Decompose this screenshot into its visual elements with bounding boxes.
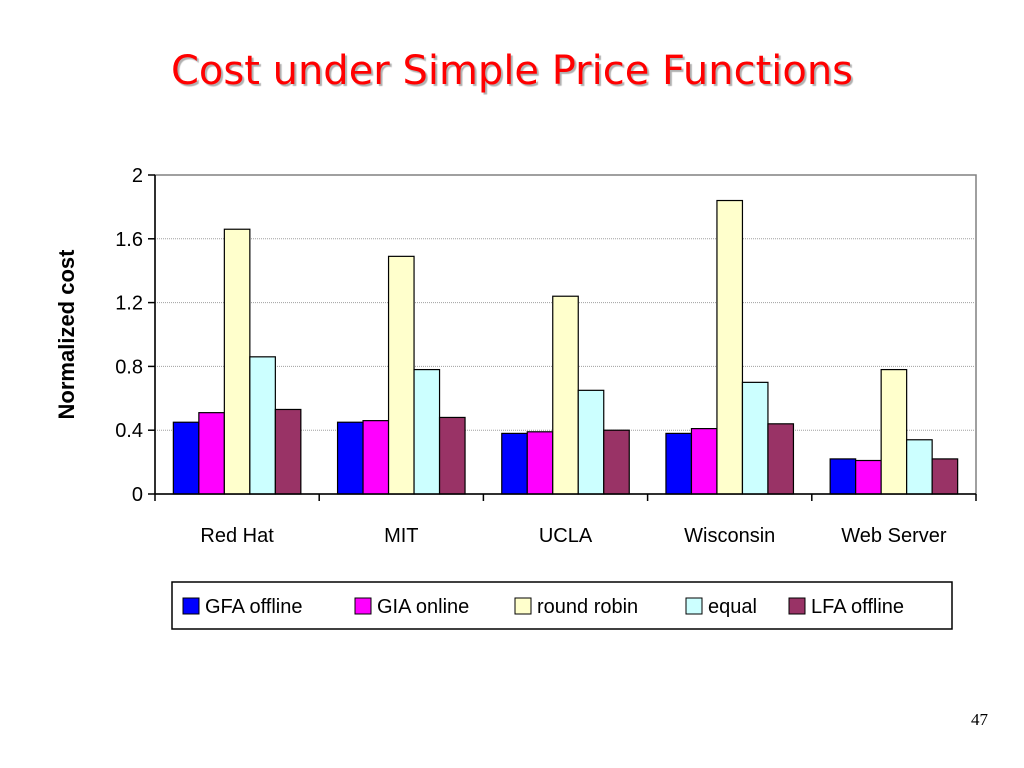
bar xyxy=(906,439,933,495)
bar xyxy=(438,416,466,495)
bar xyxy=(362,420,390,495)
x-tick-label: Web Server xyxy=(841,525,947,547)
bar xyxy=(741,381,769,495)
y-tick-label: 0 xyxy=(132,484,143,506)
legend-label: equal xyxy=(708,596,757,618)
bar xyxy=(198,412,225,495)
legend-box xyxy=(171,581,953,630)
x-tick-label: Red Hat xyxy=(200,525,274,547)
bar-chart: 0 0.4 0.8 1.2 1.6 2 Red Hat MIT UCLA Wisconsin Web… xyxy=(54,165,977,630)
bars xyxy=(172,199,959,495)
x-tick-label: Wisconsin xyxy=(684,525,775,547)
bar xyxy=(274,408,302,495)
legend-swatch xyxy=(354,597,372,615)
y-axis-label: Normalized cost xyxy=(54,249,79,420)
bar xyxy=(249,356,276,495)
bar xyxy=(603,429,630,495)
slide-title: Cost under Simple Price Functions xyxy=(170,48,854,94)
legend-label: round robin xyxy=(537,596,638,618)
bar xyxy=(336,421,364,495)
bar xyxy=(829,458,857,495)
x-tick-label: MIT xyxy=(384,525,418,547)
legend-swatch xyxy=(685,597,703,615)
bar xyxy=(767,423,795,495)
bar xyxy=(665,432,693,495)
legend-swatch xyxy=(182,597,200,615)
legend-label: GIA online xyxy=(377,596,469,618)
legend: GFA offline GIA online round robin equal LFA… xyxy=(171,581,953,630)
bar xyxy=(223,228,251,495)
bar xyxy=(931,458,959,495)
bar xyxy=(387,255,415,495)
bar xyxy=(501,432,528,495)
bar xyxy=(855,459,882,495)
y-tick-label: 1.2 xyxy=(115,293,143,315)
bar xyxy=(526,431,554,495)
x-tick-label: UCLA xyxy=(539,525,593,547)
ticks: 0 0.4 0.8 1.2 1.6 2 Red Hat MIT UCLA Wisconsin Web… xyxy=(115,165,977,547)
y-tick-label: 2 xyxy=(132,165,143,187)
legend-label: GFA offline xyxy=(205,596,302,618)
bar xyxy=(552,295,579,495)
bar xyxy=(690,428,718,495)
y-tick-label: 1.6 xyxy=(115,229,143,251)
bar xyxy=(577,389,605,495)
legend-swatch xyxy=(514,597,532,615)
y-tick-label: 0.4 xyxy=(115,420,143,442)
axes xyxy=(154,175,976,495)
bar xyxy=(172,421,200,495)
page-number: 47 xyxy=(971,710,988,729)
legend-swatch xyxy=(788,597,806,615)
bar xyxy=(880,368,908,495)
legend-label: LFA offline xyxy=(811,596,904,618)
bar xyxy=(716,199,744,495)
y-tick-label: 0.8 xyxy=(115,356,143,378)
bar xyxy=(413,368,441,495)
